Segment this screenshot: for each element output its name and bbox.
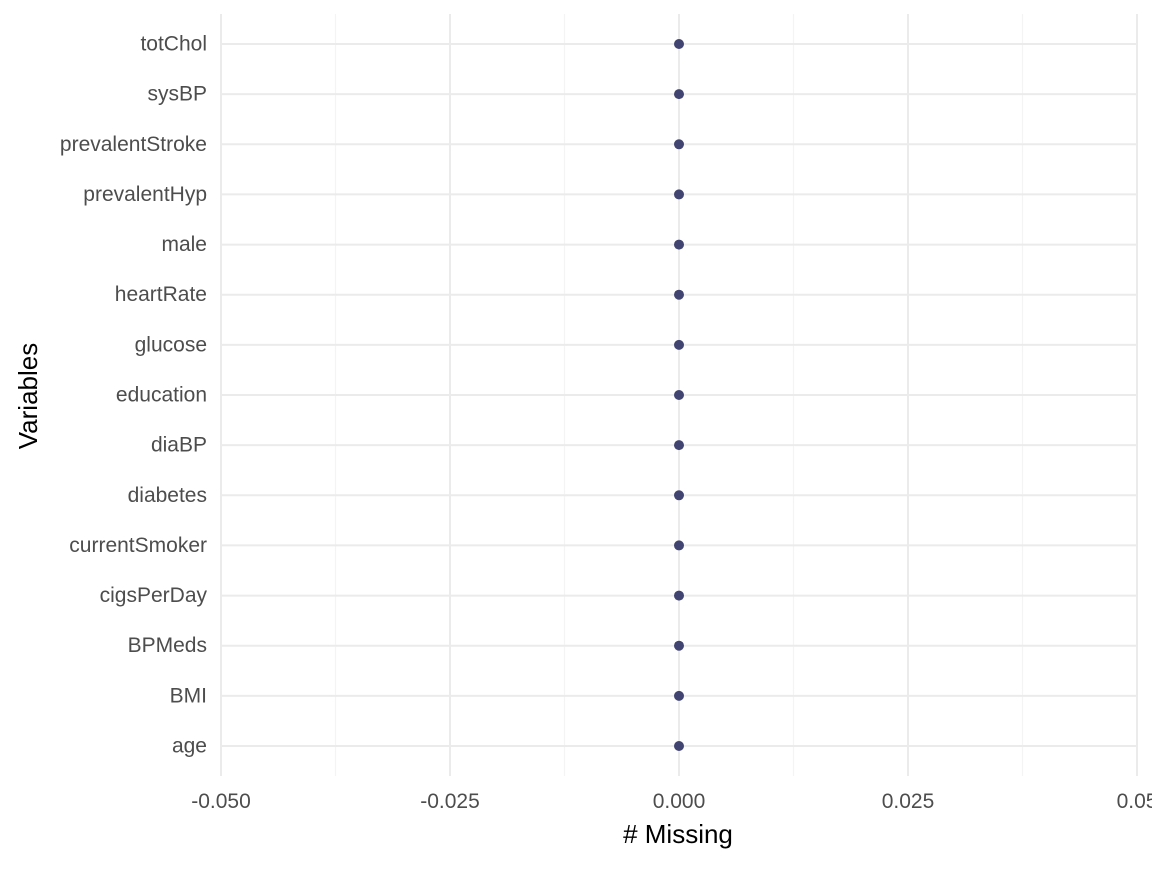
y-tick-label-male: male xyxy=(161,233,207,256)
y-tick-label-BPMeds: BPMeds xyxy=(128,634,207,657)
x-tick-label: 0.000 xyxy=(653,790,706,813)
x-tick-label: 0.05 xyxy=(1117,790,1152,813)
data-point-glucose xyxy=(674,339,684,350)
x-tick-label: -0.050 xyxy=(191,790,251,813)
y-axis-title: Variables xyxy=(13,343,43,449)
y-tick-label-totChol: totChol xyxy=(140,33,207,56)
x-axis-tick-labels: -0.050 -0.025 0.000 0.025 0.05 xyxy=(191,790,1152,813)
data-point-diaBP xyxy=(674,440,684,451)
data-point-prevalentStroke xyxy=(674,139,684,150)
y-tick-label-diabetes: diabetes xyxy=(128,484,207,507)
data-point-sysBP xyxy=(674,89,684,100)
data-point-BPMeds xyxy=(674,640,684,651)
y-tick-label-currentSmoker: currentSmoker xyxy=(69,534,207,557)
data-point-cigsPerDay xyxy=(674,590,684,601)
data-point-education xyxy=(674,390,684,400)
y-tick-label-glucose: glucose xyxy=(135,333,207,356)
data-point-diabetes xyxy=(674,490,684,501)
y-tick-label-age: age xyxy=(172,735,207,758)
data-point-male xyxy=(674,239,684,250)
data-point-age xyxy=(674,741,684,751)
data-point-BMI xyxy=(674,690,684,701)
data-point-prevalentHyp xyxy=(674,189,684,200)
y-tick-label-heartRate: heartRate xyxy=(115,283,207,306)
x-axis-title: # Missing xyxy=(623,819,733,849)
y-tick-label-diaBP: diaBP xyxy=(151,434,207,457)
y-tick-label-BMI: BMI xyxy=(170,684,207,707)
y-axis-tick-labels: age BMI BPMeds cigsPerDay currentSmoker diabe… xyxy=(60,33,208,758)
x-tick-label: -0.025 xyxy=(420,790,480,813)
y-tick-label-prevalentStroke: prevalentStroke xyxy=(60,133,207,156)
y-tick-label-cigsPerDay: cigsPerDay xyxy=(100,584,208,607)
x-tick-label: 0.025 xyxy=(882,790,935,813)
y-tick-label-sysBP: sysBP xyxy=(147,83,207,106)
data-point-heartRate xyxy=(674,289,684,300)
data-point-currentSmoker xyxy=(674,540,684,551)
y-tick-label-education: education xyxy=(116,384,207,407)
data-points xyxy=(674,39,684,751)
y-tick-label-prevalentHyp: prevalentHyp xyxy=(83,183,207,206)
data-point-totChol xyxy=(674,39,684,49)
